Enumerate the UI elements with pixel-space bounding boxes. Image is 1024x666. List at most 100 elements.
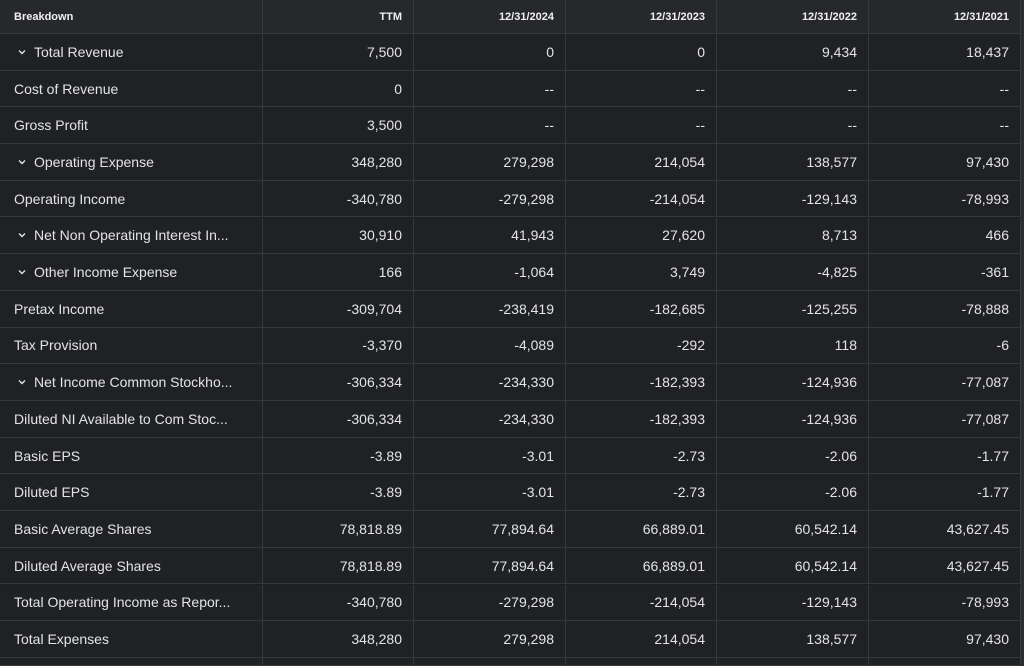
value-cell: -238,419 (414, 290, 566, 328)
value-text: -- (847, 80, 857, 97)
value-cell: -125,255 (717, 290, 869, 328)
value-cell: -- (869, 107, 1021, 145)
value-cell: -- (414, 107, 566, 145)
row-label-text: Gross Profit (14, 117, 88, 134)
value-text: 3,749 (669, 264, 705, 281)
column-header: 12/31/2022 (717, 0, 869, 34)
value-cell: 0 (566, 34, 717, 71)
value-text: 118 (834, 337, 857, 354)
value-cell: -234,330 (414, 401, 566, 438)
value-text: 348,280 (351, 631, 402, 648)
row-label[interactable]: Operating Expense (0, 144, 263, 181)
value-cell: -78,888 (869, 290, 1021, 328)
value-text: 27,620 (662, 227, 705, 244)
value-cell: 279,298 (414, 144, 566, 181)
value-text: 60,542.14 (794, 557, 857, 574)
row-label[interactable]: Net Income Common Stockho... (0, 364, 263, 401)
value-cell: 348,280 (263, 621, 414, 658)
value-cell: 43,627.45 (869, 547, 1021, 585)
value-text: -1.77 (977, 484, 1009, 501)
value-cell: -2.06 (717, 474, 869, 512)
value-cell: -1.77 (869, 474, 1021, 512)
value-cell: -234,330 (414, 364, 566, 401)
value-cell: -279,298 (414, 584, 566, 622)
value-cell: -306,334 (263, 401, 414, 438)
value-cell: -77,087 (869, 401, 1021, 438)
value-text: 66,889.01 (642, 557, 705, 574)
row-label-text: Basic EPS (14, 447, 81, 464)
value-cell: 0 (414, 34, 566, 71)
value-cell: 118 (717, 327, 869, 365)
row-label-text: Operating Expense (34, 153, 154, 170)
row-label-text: Other Income Expense (34, 264, 178, 281)
scroll-edge (1021, 0, 1024, 666)
value-text: -3,370 (362, 337, 402, 354)
value-text: -124,936 (801, 410, 857, 427)
expand-chevron[interactable] (17, 157, 27, 167)
row-label: Diluted Average Shares (0, 547, 263, 585)
row-label: Total Operating Income as Repor... (0, 584, 263, 622)
value-cell: 8,713 (717, 217, 869, 255)
value-cell: -340,780 (263, 180, 414, 218)
value-text: 348,280 (351, 153, 402, 170)
value-text: 166 (378, 264, 402, 281)
value-text: 43,627.45 (946, 520, 1009, 537)
expand-chevron[interactable] (17, 230, 27, 240)
value-cell: 66,889.01 (566, 547, 717, 585)
header-text: 12/31/2022 (801, 10, 857, 23)
value-cell: -- (717, 70, 869, 108)
value-text: -340,780 (346, 190, 402, 207)
value-text: -3.89 (370, 447, 402, 464)
value-text: -2.06 (825, 447, 857, 464)
row-label: Gross Profit (0, 107, 263, 145)
value-text: 3,500 (366, 117, 402, 134)
value-text: -129,143 (801, 190, 857, 207)
header-text: 12/31/2023 (649, 10, 705, 23)
value-text: 214,054 (654, 631, 705, 648)
value-text: -2.06 (825, 484, 857, 501)
row-label: Total Expenses (0, 621, 263, 658)
value-text: 18,437 (966, 43, 1009, 60)
row-label: Diluted NI Available to Com Stoc... (0, 401, 263, 438)
value-cell: 7,500 (263, 34, 414, 71)
value-cell: 166 (263, 254, 414, 291)
value-cell: -129,143 (717, 180, 869, 218)
value-cell: 60,542.14 (717, 511, 869, 548)
expand-chevron[interactable] (17, 47, 27, 57)
value-text: 8,713 (821, 227, 857, 244)
header-text: 12/31/2024 (498, 10, 554, 23)
value-text: 77,894.64 (491, 520, 554, 537)
value-cell: -3.89 (263, 437, 414, 475)
value-cell: -77,087 (869, 364, 1021, 401)
value-cell: 138,577 (717, 621, 869, 658)
value-cell: 97,430 (869, 144, 1021, 181)
value-cell: -4,089 (414, 327, 566, 365)
value-text: 97,430 (966, 631, 1009, 648)
value-cell: -2.73 (566, 474, 717, 512)
value-cell: 97,430 (869, 621, 1021, 658)
row-label-text: Total Revenue (34, 43, 124, 60)
row-label[interactable]: Net Non Operating Interest In... (0, 217, 263, 255)
row-label: Pretax Income (0, 290, 263, 328)
value-text: 41,943 (511, 227, 554, 244)
row-label[interactable]: Total Revenue (0, 34, 263, 71)
row-label-text: Total Operating Income as Repor... (14, 594, 231, 611)
row-label[interactable]: Other Income Expense (0, 254, 263, 291)
value-text: -182,393 (649, 410, 705, 427)
value-cell: -129,143 (717, 584, 869, 622)
value-cell: -124,936 (717, 364, 869, 401)
value-cell: -4,825 (717, 254, 869, 291)
value-text: 78,818.89 (339, 557, 402, 574)
column-header: 12/31/2023 (566, 0, 717, 34)
value-cell: 214,054 (566, 144, 717, 181)
value-text: -- (544, 117, 554, 134)
value-text: -279,298 (498, 594, 554, 611)
value-cell: 60,542.14 (717, 547, 869, 585)
row-label: Operating Income (0, 180, 263, 218)
value-text: -3.89 (370, 484, 402, 501)
row-label-text: Pretax Income (14, 300, 105, 317)
row-continuation (414, 657, 566, 666)
expand-chevron[interactable] (17, 377, 27, 387)
expand-chevron[interactable] (17, 267, 27, 277)
